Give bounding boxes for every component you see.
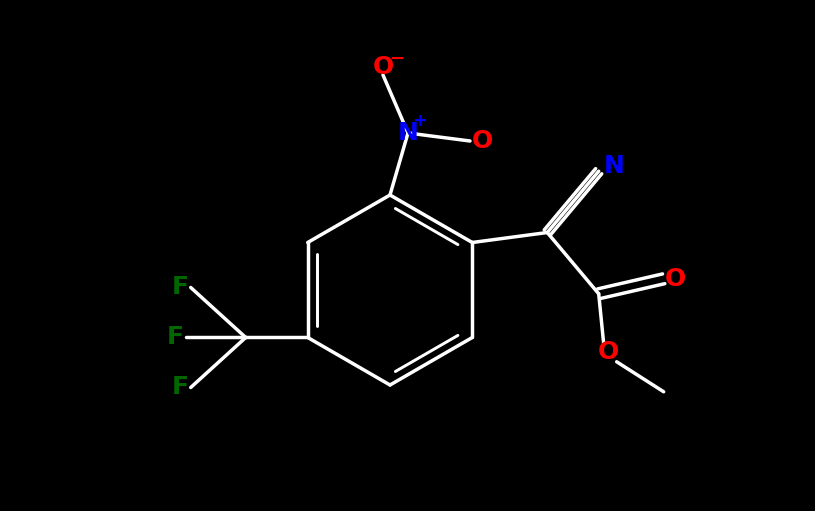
Text: F: F bbox=[167, 326, 184, 350]
Text: −: − bbox=[390, 50, 404, 68]
Text: O: O bbox=[665, 267, 686, 291]
Text: N: N bbox=[603, 154, 624, 178]
Text: +: + bbox=[412, 112, 428, 130]
Text: O: O bbox=[372, 55, 394, 79]
Text: O: O bbox=[471, 129, 492, 153]
Text: F: F bbox=[172, 376, 189, 400]
Text: N: N bbox=[398, 121, 418, 145]
Text: F: F bbox=[172, 275, 189, 299]
Text: O: O bbox=[598, 340, 619, 364]
